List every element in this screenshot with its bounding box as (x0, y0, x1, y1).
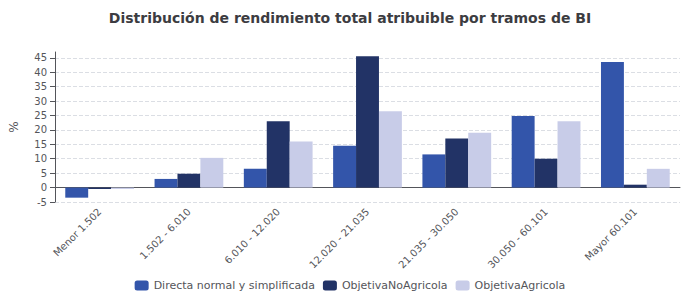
svg-text:10: 10 (34, 153, 47, 164)
svg-text:15: 15 (34, 139, 47, 150)
svg-text:35: 35 (34, 81, 47, 92)
svg-text:%: % (7, 121, 21, 132)
svg-text:Menor 1.502: Menor 1.502 (51, 206, 103, 258)
svg-text:12.020 - 21.035: 12.020 - 21.035 (307, 206, 371, 270)
svg-text:Distribución de rendimiento to: Distribución de rendimiento total atribu… (109, 10, 591, 26)
svg-text:25: 25 (34, 110, 47, 121)
svg-text:ObjetivaAgricola: ObjetivaAgricola (475, 279, 566, 292)
svg-text:45: 45 (34, 52, 47, 63)
svg-text:30.050 - 60.101: 30.050 - 60.101 (486, 206, 550, 270)
svg-text:ObjetivaNoAgricola: ObjetivaNoAgricola (342, 279, 448, 292)
svg-text:40: 40 (34, 67, 47, 78)
svg-text:Directa normal y simplificada: Directa normal y simplificada (154, 279, 315, 292)
svg-text:-5: -5 (37, 197, 47, 208)
svg-text:Mayor 60.101: Mayor 60.101 (583, 206, 640, 263)
svg-text:6.010 - 12.020: 6.010 - 12.020 (222, 206, 282, 266)
svg-text:0: 0 (41, 182, 47, 193)
svg-text:1.502 - 6.010: 1.502 - 6.010 (138, 206, 193, 261)
svg-text:20: 20 (34, 124, 47, 135)
svg-text:21.035 - 30.050: 21.035 - 30.050 (396, 206, 460, 270)
svg-text:5: 5 (41, 168, 47, 179)
svg-text:30: 30 (34, 96, 47, 107)
